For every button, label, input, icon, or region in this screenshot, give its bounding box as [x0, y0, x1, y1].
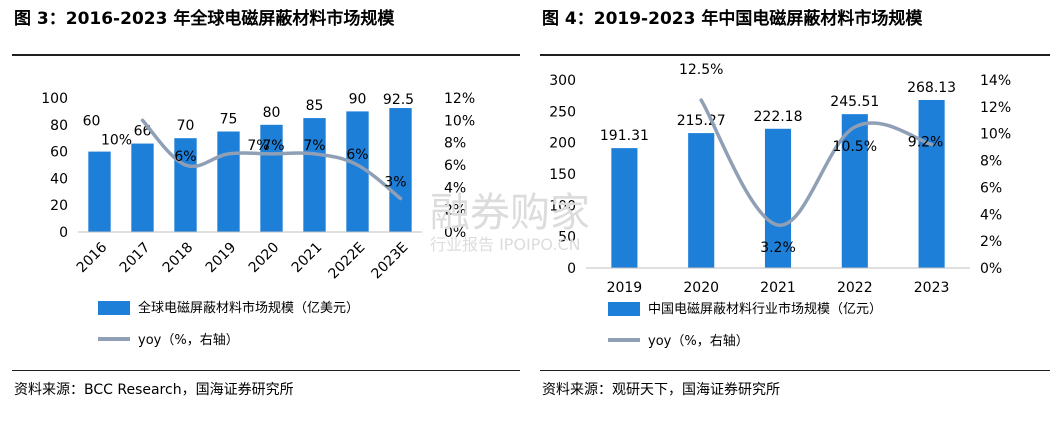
left-legend-bar-swatch — [98, 301, 130, 315]
left-bar-value-label: 80 — [263, 105, 281, 121]
left-y2-tick-label: 4% — [444, 180, 466, 196]
left-yoy-value-label: 7% — [303, 138, 325, 154]
left-x-tick-label: 2016 — [74, 239, 111, 276]
left-y2-tick-label: 8% — [444, 136, 466, 152]
right-y-tick-label: 200 — [549, 136, 576, 152]
watermark-site-text: 行业报告 IPOIPO.CN — [430, 235, 581, 254]
left-legend-line-label: yoy（%，右轴） — [138, 333, 239, 348]
left-bar — [131, 143, 154, 232]
right-y-tick-label: 250 — [549, 104, 576, 120]
left-chart-title: 图 3：2016-2023 年全球电磁屏蔽材料市场规模 — [14, 9, 395, 29]
left-yoy-value-label: 7% — [247, 138, 269, 154]
right-bar-value-label: 191.31 — [600, 128, 649, 144]
left-bar — [260, 124, 283, 232]
right-x-tick-label: 2021 — [760, 280, 796, 296]
right-x-tick-label: 2020 — [683, 280, 719, 296]
left-bar-value-label: 92.5 — [383, 92, 414, 108]
right-x-tick-label: 2019 — [607, 280, 643, 296]
left-x-tick-label: 2020 — [246, 240, 283, 277]
right-x-tick-label: 2022 — [837, 280, 873, 296]
right-bar — [841, 114, 868, 268]
left-yoy-value-label: 6% — [346, 147, 368, 163]
right-y-tick-label: 100 — [549, 198, 576, 214]
left-bar — [389, 108, 412, 232]
right-bar — [764, 128, 792, 268]
left-y-tick-label: 80 — [50, 118, 68, 134]
left-y-tick-label: 100 — [41, 91, 68, 107]
left-bar — [346, 111, 369, 232]
right-title-rule — [540, 54, 1050, 56]
left-bar-value-label: 75 — [220, 112, 238, 128]
right-bar — [918, 99, 945, 268]
left-bar — [88, 151, 111, 232]
right-bar — [611, 148, 638, 268]
left-x-tick-label: 2017 — [117, 240, 154, 277]
left-x-tick-label: 2019 — [203, 240, 240, 277]
right-y2-tick-label: 4% — [980, 207, 1002, 223]
left-yoy-value-label: 10% — [101, 132, 132, 148]
right-bar — [688, 133, 715, 268]
right-y-tick-label: 300 — [549, 73, 576, 89]
left-y2-tick-label: 0% — [444, 225, 466, 241]
right-y2-tick-label: 6% — [980, 180, 1002, 196]
right-yoy-value-label: 9.2% — [908, 134, 944, 150]
left-source-rule — [12, 370, 520, 371]
right-yoy-line — [699, 98, 934, 227]
left-bar-value-label: 90 — [349, 91, 367, 107]
left-bar-value-label: 60 — [83, 114, 101, 130]
left-y-tick-label: 20 — [50, 198, 68, 214]
left-x-tick-label: 2022E — [326, 240, 369, 283]
watermark-logo-text: 融券购家 — [430, 190, 590, 236]
right-y-tick-label: 50 — [558, 230, 576, 246]
left-yoy-value-label: 7% — [262, 138, 284, 154]
left-y-tick-label: 60 — [50, 145, 68, 161]
right-legend-line-label: yoy（%，右轴） — [648, 334, 749, 349]
left-yoy-line — [140, 118, 403, 201]
left-bar — [303, 118, 326, 232]
left-y-tick-label: 0 — [59, 225, 68, 241]
left-x-tick-label: 2023E — [369, 240, 412, 283]
left-title-rule — [12, 54, 520, 56]
right-yoy-value-label: 12.5% — [679, 62, 723, 78]
right-source-note: 资料来源：观研天下，国海证券研究所 — [542, 382, 780, 398]
left-y2-tick-label: 12% — [444, 91, 475, 107]
left-yoy-value-label: 3% — [384, 175, 406, 191]
right-legend-bar-label: 中国电磁屏蔽材料行业市场规模（亿元） — [648, 301, 882, 317]
right-legend-bar-swatch — [608, 302, 640, 316]
right-chart-title: 图 4：2019-2023 年中国电磁屏蔽材料市场规模 — [542, 9, 923, 29]
right-y-tick-label: 0 — [567, 261, 576, 277]
right-yoy-value-label: 10.5% — [833, 139, 877, 155]
right-yoy-value-label: 3.2% — [760, 240, 796, 256]
right-bar-value-label: 215.27 — [677, 113, 726, 129]
left-bar-value-label: 85 — [306, 98, 324, 114]
left-y2-tick-label: 6% — [444, 158, 466, 174]
right-y2-tick-label: 2% — [980, 234, 1002, 250]
right-y-tick-label: 150 — [549, 167, 576, 183]
left-y2-tick-label: 2% — [444, 203, 466, 219]
right-y2-tick-label: 8% — [980, 154, 1002, 170]
right-x-tick-label: 2023 — [914, 280, 950, 296]
right-bar-value-label: 268.13 — [907, 80, 956, 96]
left-y-tick-label: 40 — [50, 171, 68, 187]
right-y2-tick-label: 10% — [980, 127, 1011, 143]
left-bar — [217, 131, 240, 232]
left-source-note: 资料来源：BCC Research，国海证券研究所 — [14, 382, 294, 398]
right-bar-value-label: 222.18 — [754, 109, 803, 125]
left-bar-value-label: 70 — [177, 118, 195, 134]
left-yoy-value-label: 6% — [174, 149, 196, 165]
right-y2-tick-label: 0% — [980, 261, 1002, 277]
right-bar-value-label: 245.51 — [830, 94, 879, 110]
right-source-rule — [540, 370, 1050, 371]
left-y2-tick-label: 10% — [444, 113, 475, 129]
right-y2-tick-label: 12% — [980, 100, 1011, 116]
left-x-tick-label: 2018 — [160, 240, 197, 277]
right-y2-tick-label: 14% — [980, 73, 1011, 89]
left-x-tick-label: 2021 — [289, 240, 326, 277]
left-legend-bar-label: 全球电磁屏蔽材料市场规模（亿美元） — [138, 300, 359, 316]
